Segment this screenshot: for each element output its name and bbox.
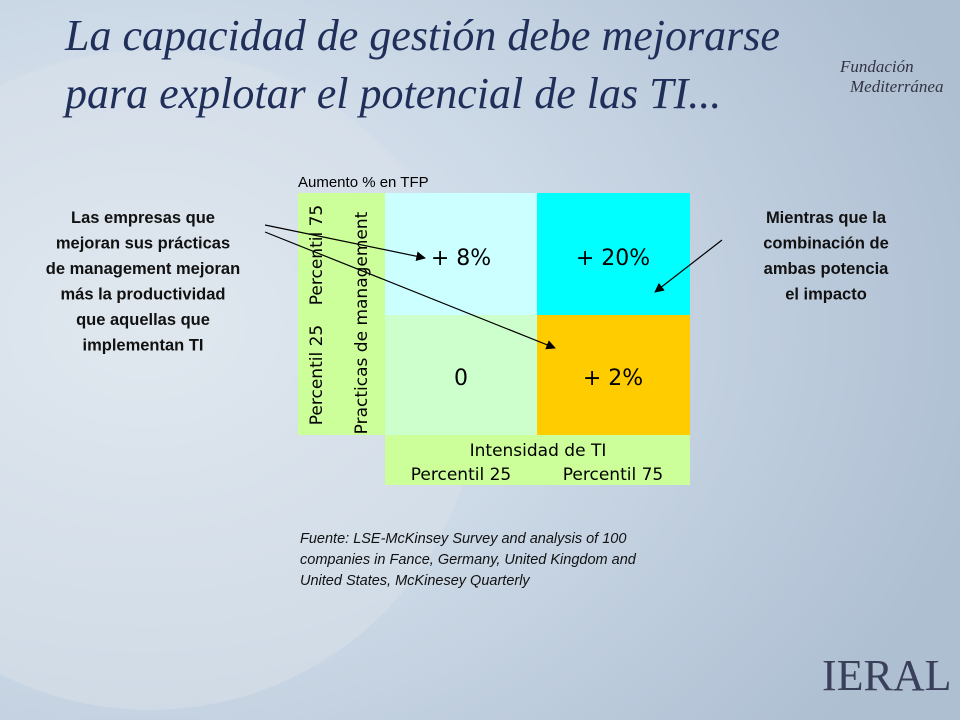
note-line: el impacto	[785, 286, 867, 304]
arrow	[654, 239, 723, 293]
source: Fuente: LSE-McKinsey Survey and analysis…	[300, 531, 637, 589]
x-axis-area	[385, 435, 690, 485]
cell-value: + 8%	[431, 246, 491, 271]
x-axis-title: Intensidad de TI	[470, 441, 607, 461]
note-line: de management mejoran	[46, 260, 240, 278]
y-tick-label: Percentil 75	[307, 205, 327, 305]
y-axis-title: Practicas de management	[352, 211, 372, 434]
cell-value: + 2%	[583, 366, 643, 391]
cell-value: 0	[454, 366, 468, 391]
matrix-caption: Aumento % en TFP	[298, 174, 429, 191]
note-line: Las empresas que	[71, 209, 215, 227]
arrow	[264, 224, 426, 261]
title-line: para explotar el potencial de las TI...	[62, 69, 721, 118]
logo-text: IERAL	[822, 651, 952, 700]
note-line: más la productividad	[60, 286, 225, 304]
right-note: Mientras que la combinación de ambas poten…	[763, 209, 889, 304]
arrow	[264, 231, 556, 350]
note-line: implementan TI	[82, 337, 203, 355]
source-line: United States, McKinesey Quarterly	[300, 573, 530, 589]
note-line: ambas potencia	[764, 260, 890, 278]
y-tick-label: Percentil 25	[307, 325, 327, 425]
note-line: que aquellas que	[76, 311, 210, 329]
note-line: combinación de	[763, 235, 889, 253]
left-note: Las empresas que mejoran sus prácticas de …	[46, 209, 240, 355]
cell	[385, 193, 537, 315]
note-line: Mientras que la	[766, 209, 887, 227]
logo-text: Mediterránea	[849, 77, 943, 96]
x-tick-label: Percentil 75	[563, 465, 663, 485]
cell-value: + 20%	[576, 246, 650, 271]
note-line: mejoran sus prácticas	[56, 235, 230, 253]
logo-text: Fundación	[839, 57, 914, 76]
cell	[537, 315, 690, 435]
x-tick-label: Percentil 25	[411, 465, 511, 485]
cell	[537, 193, 690, 315]
cell	[385, 315, 537, 435]
source-line: Fuente: LSE-McKinsey Survey and analysis…	[300, 531, 626, 547]
title-line: La capacidad de gestión debe mejorarse	[64, 11, 780, 60]
source-line: companies in Fance, Germany, United King…	[300, 552, 637, 568]
y-axis-area	[298, 193, 385, 435]
